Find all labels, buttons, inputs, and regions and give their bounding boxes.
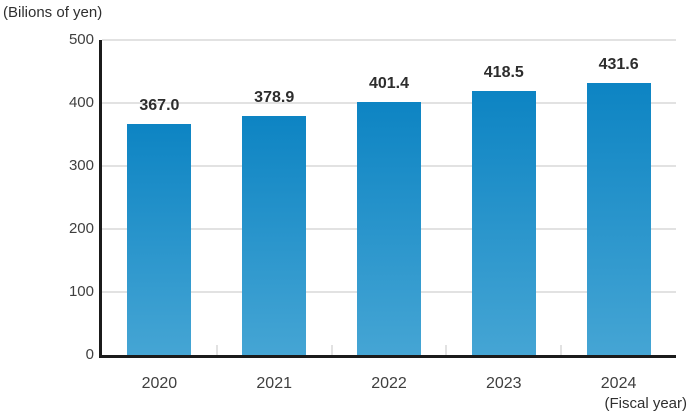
bar-2022 <box>357 102 421 355</box>
y-axis-line <box>99 40 102 358</box>
gridline-500 <box>102 39 676 41</box>
y-axis-tick-label: 400 <box>68 94 94 111</box>
x-axis-tick-label-2023: 2023 <box>485 375 522 392</box>
bar-value-label-2022: 401.4 <box>368 75 410 93</box>
y-axis-tick-label: 300 <box>68 157 94 174</box>
y-axis-tick-label: 500 <box>68 31 94 48</box>
x-axis-boundary-tick <box>445 345 448 355</box>
bar-2024 <box>586 83 651 355</box>
x-axis-tick-label-2020: 2020 <box>141 375 178 392</box>
y-axis-tick-label: 0 <box>85 346 94 363</box>
x-axis-tick-label-2022: 2022 <box>371 375 407 392</box>
bar-2021 <box>242 116 307 355</box>
bar-2020 <box>127 123 192 355</box>
bar-value-label-2023: 418.5 <box>483 64 524 82</box>
bar-value-label-2024: 431.6 <box>598 56 639 74</box>
x-axis-line <box>99 355 676 358</box>
x-axis-tick-label-2021: 2021 <box>256 375 292 392</box>
x-axis-boundary-tick <box>330 345 333 355</box>
x-axis-boundary-tick <box>560 345 563 355</box>
y-axis-tick-label: 200 <box>68 220 94 237</box>
bar-2023 <box>471 91 536 355</box>
y-axis-tick-label: 100 <box>68 283 94 300</box>
y-axis-unit-label: (Bilions of yen) <box>3 4 103 21</box>
x-axis-tick-label-2024: 2024 <box>600 375 637 392</box>
bar-value-label-2020: 367.0 <box>139 96 180 114</box>
x-axis-boundary-tick <box>215 345 218 355</box>
x-axis-unit-label: (Fiscal year) <box>604 395 687 412</box>
bar-value-label-2021: 378.9 <box>254 89 295 107</box>
